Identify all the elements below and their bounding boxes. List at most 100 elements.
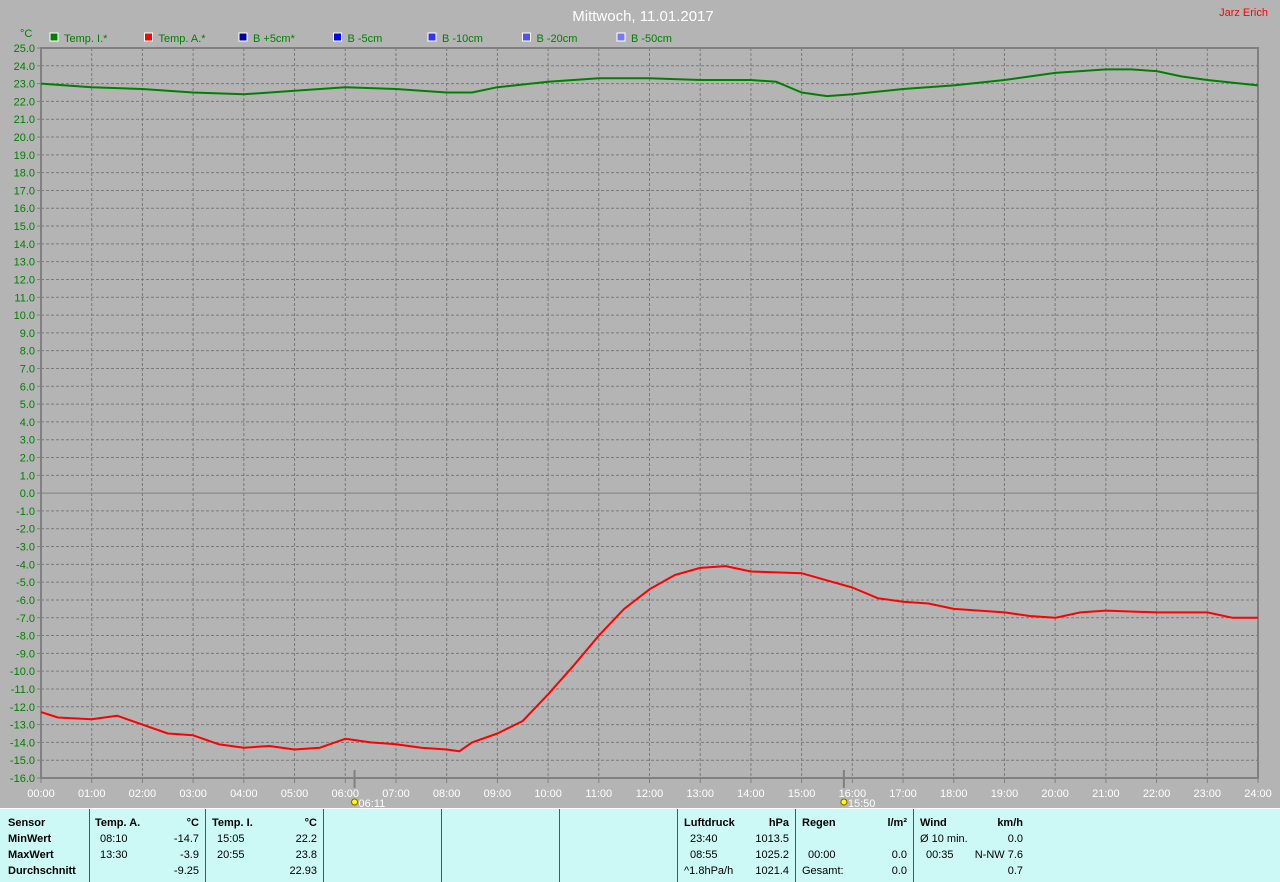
legend-swatch xyxy=(333,32,342,42)
axes xyxy=(40,47,1259,779)
x-tick-label: 09:00 xyxy=(484,788,512,800)
temp-a-column: Temp. A. °C 08:10 -14.7 13:30 -3.9 -9.25 xyxy=(89,809,206,882)
wind-avg: 0.0 xyxy=(1007,833,1023,845)
sun-marker-label: 06:11 xyxy=(359,798,386,808)
x-tick-label: 08:00 xyxy=(433,788,461,800)
temp-a-avg: -9.25 xyxy=(173,865,199,877)
y-tick-label: 18.0 xyxy=(14,168,35,180)
y-tick-label: 4.0 xyxy=(20,417,35,429)
y-tick-label: 0.0 xyxy=(20,488,35,500)
x-tick-label: 06:00 xyxy=(331,788,359,800)
x-tick-label: 20:00 xyxy=(1041,788,1069,800)
y-tick-label: 16.0 xyxy=(14,203,35,215)
luftdruck-column: Luftdruck hPa 23:40 1013.5 08:55 1025.2 … xyxy=(677,809,796,882)
series-line-temp-i xyxy=(40,68,1259,98)
sunset-icon xyxy=(840,798,848,806)
y-tick-label: -12.0 xyxy=(10,702,35,714)
y-tick-label: 6.0 xyxy=(20,381,35,393)
y-tick-label: 3.0 xyxy=(20,435,35,447)
legend-label: Temp. I.* xyxy=(64,33,108,45)
luftdruck-unit: hPa xyxy=(768,817,789,829)
x-tick-label: 22:00 xyxy=(1143,788,1171,800)
regen-time: 00:00 xyxy=(808,849,836,861)
y-tick-label: 19.0 xyxy=(14,150,35,162)
x-tick-label: 10:00 xyxy=(534,788,562,800)
y-tick-label: -16.0 xyxy=(10,773,35,785)
x-tick-label: 02:00 xyxy=(129,788,157,800)
luftdruck-min-time: 23:40 xyxy=(690,833,718,845)
legend: Temp. I.* Temp. A.* B +5cm* B -5cm B -10cm B … xyxy=(49,32,672,45)
luftdruck-avg: 1021.4 xyxy=(755,865,789,877)
x-tick-label: 21:00 xyxy=(1092,788,1120,800)
sun-markers: 06:11 15:50 xyxy=(351,770,875,808)
temp-i-header: Temp. I. xyxy=(212,817,253,829)
sensor-header: Sensor xyxy=(8,817,46,829)
y-tick-label: -11.0 xyxy=(11,684,35,696)
temp-a-min-time: 08:10 xyxy=(100,833,128,845)
luftdruck-max-time: 08:55 xyxy=(690,849,718,861)
x-tick-label: 01:00 xyxy=(78,788,106,800)
legend-label: B -5cm xyxy=(348,33,383,45)
luftdruck-trend: ^1.8hPa/h xyxy=(684,865,734,877)
legend-label: B -50cm xyxy=(631,33,672,45)
y-tick-label: -8.0 xyxy=(16,631,35,643)
y-tick-label: -4.0 xyxy=(16,559,35,571)
wind-unit: km/h xyxy=(997,817,1023,829)
x-tick-label: 00:00 xyxy=(27,788,55,800)
plot-frame xyxy=(40,47,1259,779)
temp-i-unit: °C xyxy=(304,817,317,829)
row-label-avg: Durchschnitt xyxy=(8,865,76,877)
series-line-temp-a xyxy=(40,565,1258,753)
wind-header: Wind xyxy=(920,817,947,829)
sensor-column: Sensor MinWert MaxWert Durchschnitt xyxy=(0,809,90,882)
y-tick-label: -6.0 xyxy=(16,595,35,607)
legend-swatch xyxy=(49,32,59,42)
temp-i-min-time: 15:05 xyxy=(217,833,245,845)
legend-swatch xyxy=(522,32,531,42)
legend-label: B +5cm* xyxy=(253,33,296,45)
legend-swatch xyxy=(616,32,626,42)
regen-unit: l/m² xyxy=(887,817,907,829)
y-tick-label: -14.0 xyxy=(10,737,35,749)
y-tick-label: 11.0 xyxy=(14,292,35,304)
y-tick-label: 1.0 xyxy=(20,470,35,482)
row-label-max: MaxWert xyxy=(8,849,54,861)
legend-swatch xyxy=(427,32,437,42)
y-tick-label: -1.0 xyxy=(16,506,35,518)
y-tick-label: -10.0 xyxy=(10,666,35,678)
temp-i-max: 23.8 xyxy=(295,849,317,861)
sunrise-icon xyxy=(351,798,359,806)
y-tick-label: 15.0 xyxy=(14,221,35,233)
x-tick-label: 07:00 xyxy=(382,788,410,800)
wind-column: Wind km/h Ø 10 min. 0.0 00:35 N-NW 7.6 0… xyxy=(913,809,1031,882)
regen-total: 0.0 xyxy=(891,865,907,877)
y-tick-label: 9.0 xyxy=(20,328,35,340)
x-tick-label: 11:00 xyxy=(585,788,612,800)
x-tick-label: 17:00 xyxy=(889,788,917,800)
x-tick-label: 18:00 xyxy=(940,788,968,800)
temperature-chart: Mittwoch, 11.01.2017 Jarz Erich °C Temp.… xyxy=(10,7,1272,808)
y-tick-label: 17.0 xyxy=(14,185,35,197)
empty-column xyxy=(441,809,560,882)
series-lines xyxy=(40,68,1259,753)
y-tick-label: -9.0 xyxy=(16,648,35,660)
luftdruck-max: 1025.2 xyxy=(755,849,789,861)
temp-i-avg: 22.93 xyxy=(289,865,317,877)
y-tick-label: -5.0 xyxy=(16,577,35,589)
luftdruck-header: Luftdruck xyxy=(684,817,735,829)
y-tick-label: -2.0 xyxy=(16,524,35,536)
x-tick-label: 16:00 xyxy=(839,788,867,800)
legend-swatch xyxy=(144,32,153,42)
luftdruck-min: 1013.5 xyxy=(755,833,789,845)
y-tick-label: 8.0 xyxy=(20,346,35,358)
y-tick-label: 12.0 xyxy=(14,274,35,286)
y-tick-label: 13.0 xyxy=(14,257,35,269)
legend-label: B -10cm xyxy=(442,33,483,45)
temp-a-unit: °C xyxy=(186,817,199,829)
y-unit-label: °C xyxy=(20,28,32,40)
legend-label: Temp. A.* xyxy=(159,33,207,45)
x-tick-label: 13:00 xyxy=(686,788,714,800)
wind-avg-label: Ø 10 min. xyxy=(920,833,968,845)
temp-a-max: -3.9 xyxy=(180,849,199,861)
x-tick-label: 15:00 xyxy=(788,788,816,800)
